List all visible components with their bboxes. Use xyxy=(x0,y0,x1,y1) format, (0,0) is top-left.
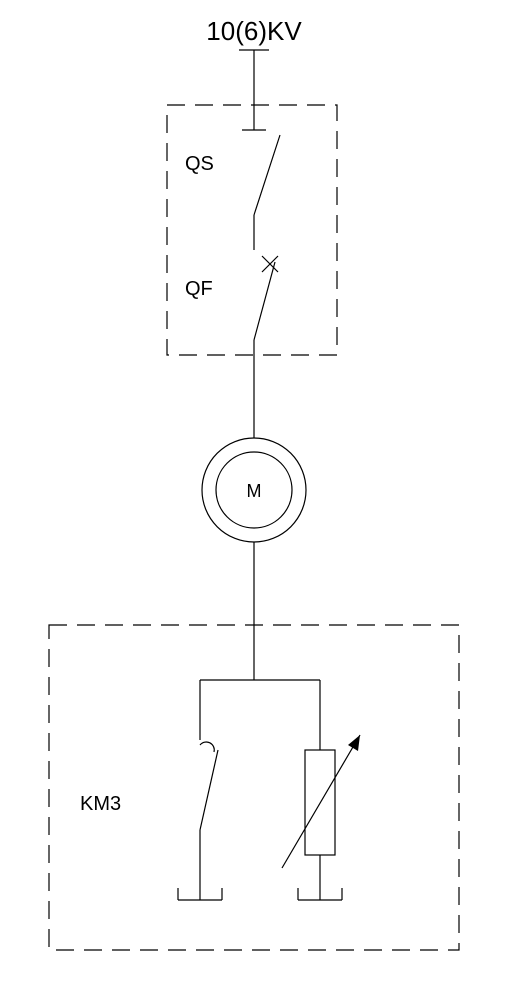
qs-label: QS xyxy=(185,153,214,175)
qf-arm xyxy=(254,262,275,340)
contactor-arm xyxy=(200,750,218,830)
schematic-diagram: 10(6)KV QS QF M xyxy=(0,0,508,1000)
contactor-arc xyxy=(200,742,214,752)
qf-label: QF xyxy=(185,278,213,300)
qf-fixed-contact xyxy=(262,256,278,272)
motor-label: M xyxy=(247,481,262,501)
voltage-label: 10(6)KV xyxy=(206,16,302,46)
qs-arm xyxy=(254,135,280,215)
km3-label: KM3 xyxy=(80,793,121,815)
switchgear-enclosure xyxy=(167,105,337,355)
resistor-variable-arrow xyxy=(282,735,360,868)
